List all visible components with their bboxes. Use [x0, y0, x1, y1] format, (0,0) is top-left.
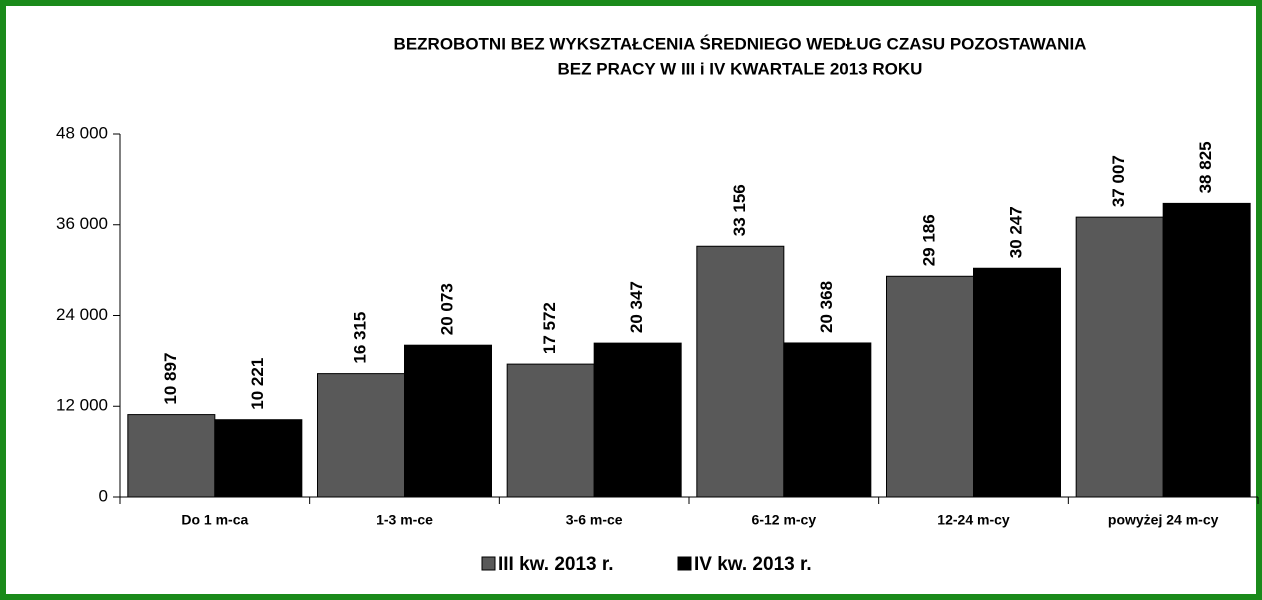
value-label: 16 315 — [350, 312, 369, 364]
value-label: 10 897 — [161, 353, 180, 405]
y-tick-label: 0 — [99, 486, 108, 505]
bar — [1075, 216, 1164, 498]
value-label: 33 156 — [730, 184, 749, 236]
bar — [886, 275, 974, 498]
y-tick-label: 48 000 — [56, 123, 108, 142]
legend-label: III kw. 2013 r. — [498, 554, 613, 575]
value-label: 29 186 — [919, 214, 938, 266]
bar — [973, 267, 1061, 498]
legend-swatch — [677, 556, 692, 571]
x-tick-label: powyżej 24 m-cy — [1108, 512, 1219, 528]
chart-title: BEZROBOTNI BEZ WYKSZTAŁCENIA ŚREDNIEGO W… — [394, 34, 1087, 53]
bar — [127, 414, 216, 498]
x-tick-label: 6-12 m-cy — [752, 512, 817, 528]
value-label: 38 825 — [1196, 141, 1215, 193]
value-label: 37 007 — [1109, 155, 1128, 207]
value-label: 20 347 — [627, 281, 646, 333]
x-tick-label: 3-6 m-ce — [566, 512, 623, 528]
bar — [214, 419, 303, 498]
value-label: 10 221 — [248, 358, 267, 410]
x-tick-label: 1-3 m-ce — [376, 512, 433, 528]
value-label: 30 247 — [1006, 206, 1025, 258]
y-tick-label: 36 000 — [56, 214, 108, 233]
y-tick-label: 12 000 — [56, 396, 108, 415]
legend-label: IV kw. 2013 r. — [694, 554, 812, 575]
legend-swatch — [481, 556, 496, 571]
bar — [783, 342, 872, 498]
value-label: 20 368 — [817, 281, 836, 333]
x-tick-label: Do 1 m-ca — [181, 512, 248, 528]
x-tick-label: 12-24 m-cy — [937, 512, 1010, 528]
bar — [404, 344, 492, 498]
bar — [506, 363, 595, 498]
value-label: 17 572 — [540, 302, 559, 354]
bar — [593, 342, 682, 498]
bar — [696, 245, 785, 498]
bar — [1162, 202, 1251, 498]
value-label: 20 073 — [437, 283, 456, 335]
chart-title: BEZ PRACY W III i IV KWARTALE 2013 ROKU — [558, 59, 923, 78]
bar — [317, 373, 405, 498]
y-tick-label: 24 000 — [56, 305, 108, 324]
